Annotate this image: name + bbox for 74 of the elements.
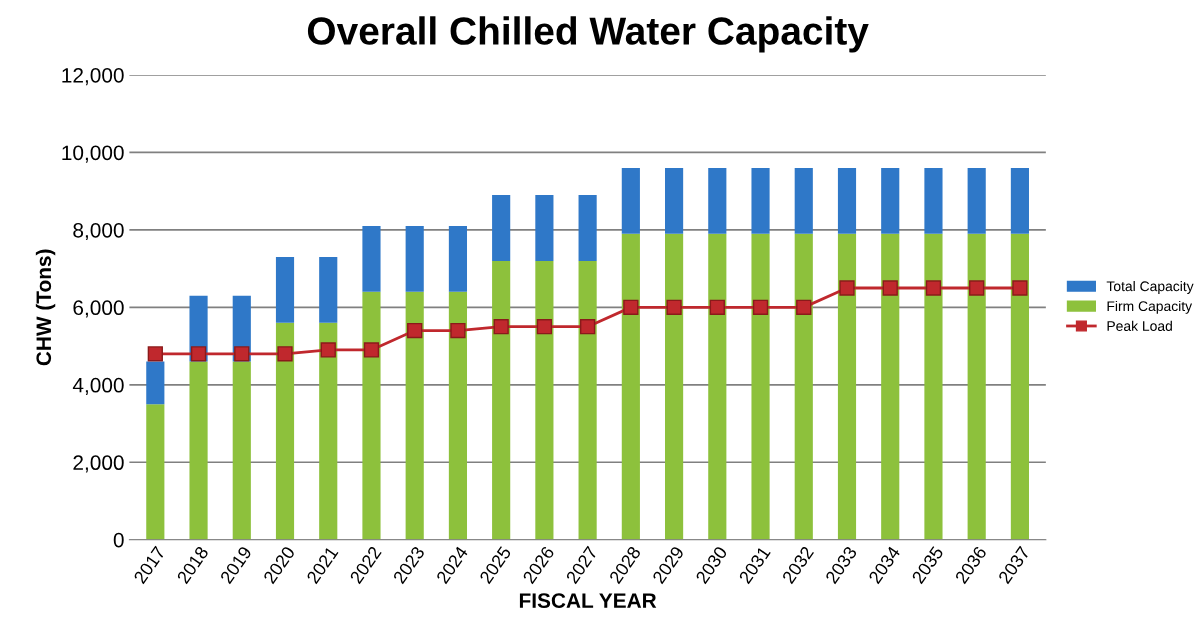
bar	[881, 167, 900, 234]
bar	[967, 167, 986, 234]
bar	[578, 260, 597, 540]
bar	[535, 260, 554, 540]
y-tick-label: 12,000	[62, 68, 124, 86]
y-tick-label: 0	[113, 532, 124, 548]
point	[709, 299, 725, 315]
point	[536, 319, 553, 335]
legend-label: Firm Capacity	[1107, 300, 1193, 314]
bar	[448, 291, 468, 540]
point	[190, 346, 207, 362]
bar	[319, 257, 338, 323]
bar	[837, 233, 857, 540]
y-tick-label: 8,000	[73, 222, 124, 241]
legend-label: Peak Load	[1107, 320, 1172, 331]
bar	[275, 257, 295, 323]
bar	[362, 226, 381, 292]
bar	[146, 404, 165, 540]
bar	[665, 167, 684, 234]
bar	[535, 195, 554, 261]
bar	[924, 233, 943, 540]
bar	[794, 167, 813, 234]
bar	[189, 361, 208, 540]
bar	[232, 361, 251, 540]
bar	[794, 233, 813, 540]
bar	[967, 233, 986, 540]
bar	[319, 322, 338, 540]
bar	[578, 195, 597, 261]
point	[363, 342, 380, 358]
bar	[621, 233, 640, 540]
bar	[837, 167, 857, 234]
legend-label: Total Capacity	[1106, 280, 1194, 294]
point	[796, 299, 812, 315]
bar	[405, 291, 424, 540]
y-axis-title: CHW (Tons)	[35, 249, 56, 366]
point	[407, 322, 423, 339]
point	[234, 346, 250, 362]
bar	[448, 226, 468, 292]
point	[752, 299, 769, 315]
bar	[1010, 167, 1029, 234]
y-tick-label: 6,000	[73, 300, 124, 318]
point	[623, 299, 639, 315]
point	[1012, 280, 1028, 296]
bar	[492, 195, 511, 261]
point	[969, 280, 985, 296]
bar	[492, 260, 511, 540]
point	[925, 280, 942, 296]
point	[579, 319, 596, 335]
bar	[708, 167, 727, 234]
y-tick-label: 2,000	[73, 455, 124, 473]
bar	[665, 233, 684, 540]
point	[320, 342, 336, 358]
x-axis-title: FISCAL YEAR	[519, 593, 657, 608]
bar	[621, 167, 640, 234]
point	[277, 346, 293, 362]
bar	[1010, 233, 1029, 540]
y-tick-label: 10,000	[62, 145, 124, 163]
point	[666, 299, 682, 315]
point	[493, 319, 509, 335]
bar	[881, 233, 900, 540]
bar	[751, 233, 770, 540]
bar	[751, 167, 770, 234]
bar	[924, 167, 943, 234]
point	[450, 322, 466, 339]
bar	[362, 291, 381, 540]
chart-title: Overall Chilled Water Capacity	[307, 16, 869, 53]
point	[882, 280, 898, 296]
bar	[146, 361, 165, 405]
y-tick-label: 4,000	[72, 377, 124, 396]
bar	[275, 322, 295, 540]
point	[839, 280, 855, 296]
bar	[405, 226, 424, 292]
bar	[708, 233, 727, 540]
point	[147, 346, 163, 362]
